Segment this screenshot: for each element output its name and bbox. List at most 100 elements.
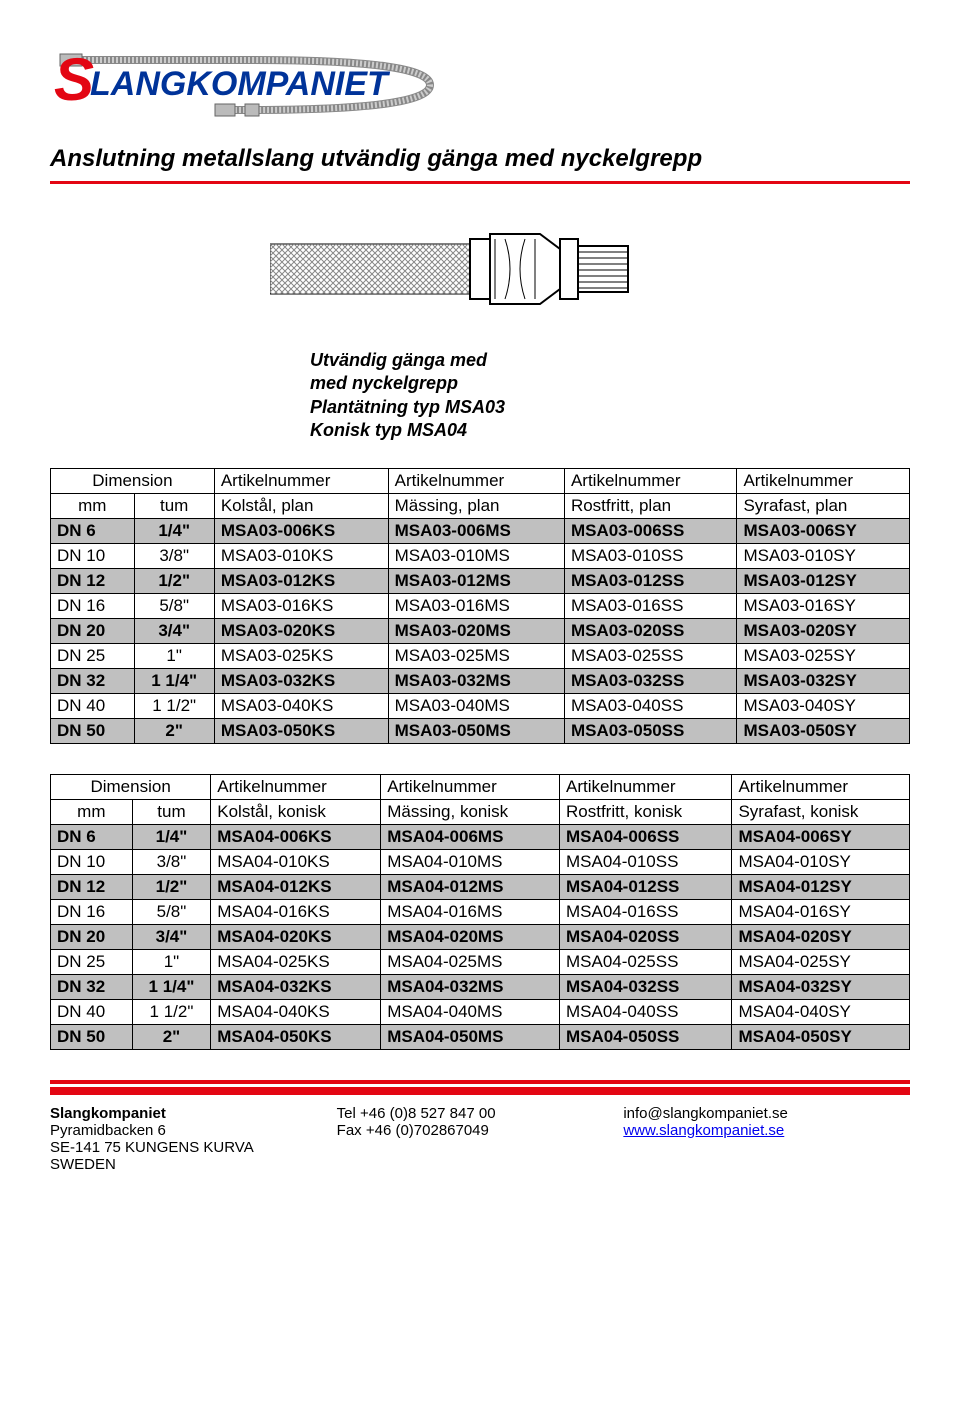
table-cell: MSA04-025MS [381,949,560,974]
footer-city: SE-141 75 KUNGENS KURVA [50,1139,254,1156]
table-cell: MSA04-010SS [559,849,731,874]
page-title: Anslutning metallslang utvändig gänga me… [50,145,910,173]
table-row: DN 121/2"MSA03-012KSMSA03-012MSMSA03-012… [51,568,910,593]
table-cell: MSA03-010SS [564,543,736,568]
table-cell: MSA03-010SY [737,543,910,568]
table-header: Artikelnummer [564,468,736,493]
table-cell: 2" [134,718,214,743]
footer-fax: Fax +46 (0)702867049 [337,1122,489,1139]
table-cell: MSA03-050KS [214,718,388,743]
table-row: DN 103/8"MSA04-010KSMSA04-010MSMSA04-010… [51,849,910,874]
table-cell: MSA04-025SY [732,949,910,974]
logo: S LANGKOMPANIET [50,30,910,125]
table-cell: DN 20 [51,618,135,643]
table-cell: DN 12 [51,874,133,899]
table-subheader: Kolstål, plan [214,493,388,518]
table-header: Artikelnummer [559,774,731,799]
table-cell: DN 16 [51,593,135,618]
table-header: Artikelnummer [214,468,388,493]
footer: Slangkompaniet Pyramidbacken 6 SE-141 75… [50,1105,910,1173]
table-cell: MSA04-020SS [559,924,731,949]
table-cell: DN 40 [51,999,133,1024]
table-cell: MSA03-032SS [564,668,736,693]
table-cell: DN 20 [51,924,133,949]
description: Utvändig gänga med med nyckelgrepp Plant… [310,349,910,443]
table-cell: 3/4" [134,618,214,643]
table-row: DN 103/8"MSA03-010KSMSA03-010MSMSA03-010… [51,543,910,568]
table-cell: MSA03-050SS [564,718,736,743]
footer-country: SWEDEN [50,1156,116,1173]
table-cell: MSA04-040MS [381,999,560,1024]
table-cell: MSA03-012MS [388,568,564,593]
table-cell: MSA04-016SY [732,899,910,924]
table-cell: 3/8" [134,543,214,568]
table-subheader: tum [134,493,214,518]
table-cell: MSA04-006SY [732,824,910,849]
footer-divider [50,1080,910,1095]
table-cell: MSA04-020MS [381,924,560,949]
table-cell: MSA03-016MS [388,593,564,618]
table-cell: DN 32 [51,668,135,693]
table-subheader: Mässing, konisk [381,799,560,824]
table-cell: DN 10 [51,849,133,874]
table-cell: MSA04-016MS [381,899,560,924]
table-cell: 1/2" [132,874,211,899]
logo-s-text: S [54,46,94,113]
table-cell: MSA04-010KS [211,849,381,874]
table-cell: MSA03-010MS [388,543,564,568]
table-cell: MSA04-040SY [732,999,910,1024]
table-cell: MSA04-025KS [211,949,381,974]
table-cell: 2" [132,1024,211,1049]
desc-line-4: Konisk typ MSA04 [310,420,467,440]
table-cell: MSA03-012KS [214,568,388,593]
table-row: DN 321 1/4"MSA04-032KSMSA04-032MSMSA04-0… [51,974,910,999]
table-header: Dimension [51,774,211,799]
table-cell: MSA04-012SS [559,874,731,899]
table-row: DN 165/8"MSA04-016KSMSA04-016MSMSA04-016… [51,899,910,924]
table-cell: MSA03-025SY [737,643,910,668]
table-subheader: Syrafast, konisk [732,799,910,824]
table-cell: 5/8" [134,593,214,618]
table-cell: MSA03-032KS [214,668,388,693]
table-cell: 1 1/2" [132,999,211,1024]
table-msa04: DimensionArtikelnummerArtikelnummerArtik… [50,774,910,1050]
footer-website-link[interactable]: www.slangkompaniet.se [623,1122,784,1139]
table-header: Artikelnummer [211,774,381,799]
table-cell: MSA03-025SS [564,643,736,668]
table-cell: MSA03-016KS [214,593,388,618]
logo-svg: S LANGKOMPANIET [50,30,450,120]
table-cell: MSA04-032KS [211,974,381,999]
table-cell: MSA04-032SS [559,974,731,999]
table-cell: MSA03-006SS [564,518,736,543]
table-cell: DN 50 [51,1024,133,1049]
footer-company: Slangkompaniet [50,1105,166,1122]
table-cell: DN 10 [51,543,135,568]
table-cell: 5/8" [132,899,211,924]
table-row: DN 165/8"MSA03-016KSMSA03-016MSMSA03-016… [51,593,910,618]
table-header: Artikelnummer [732,774,910,799]
table-cell: MSA03-050MS [388,718,564,743]
table-row: DN 251"MSA04-025KSMSA04-025MSMSA04-025SS… [51,949,910,974]
table-cell: MSA03-006SY [737,518,910,543]
table-cell: MSA04-025SS [559,949,731,974]
table-subheader: Mässing, plan [388,493,564,518]
table-cell: MSA03-040SY [737,693,910,718]
table-cell: MSA04-006KS [211,824,381,849]
table-row: DN 203/4"MSA04-020KSMSA04-020MSMSA04-020… [51,924,910,949]
table-cell: 1 1/4" [132,974,211,999]
table-cell: 3/4" [132,924,211,949]
table-row: DN 401 1/2"MSA04-040KSMSA04-040MSMSA04-0… [51,999,910,1024]
table-header: Dimension [51,468,215,493]
footer-street: Pyramidbacken 6 [50,1122,166,1139]
table-cell: 1 1/2" [134,693,214,718]
table-row: DN 61/4"MSA03-006KSMSA03-006MSMSA03-006S… [51,518,910,543]
table-cell: MSA04-012MS [381,874,560,899]
table-cell: DN 16 [51,899,133,924]
table-cell: MSA04-020SY [732,924,910,949]
table-cell: MSA03-050SY [737,718,910,743]
table-header: Artikelnummer [388,468,564,493]
table-cell: DN 6 [51,518,135,543]
table-subheader: mm [51,493,135,518]
table-header: Artikelnummer [737,468,910,493]
table-cell: MSA03-040SS [564,693,736,718]
